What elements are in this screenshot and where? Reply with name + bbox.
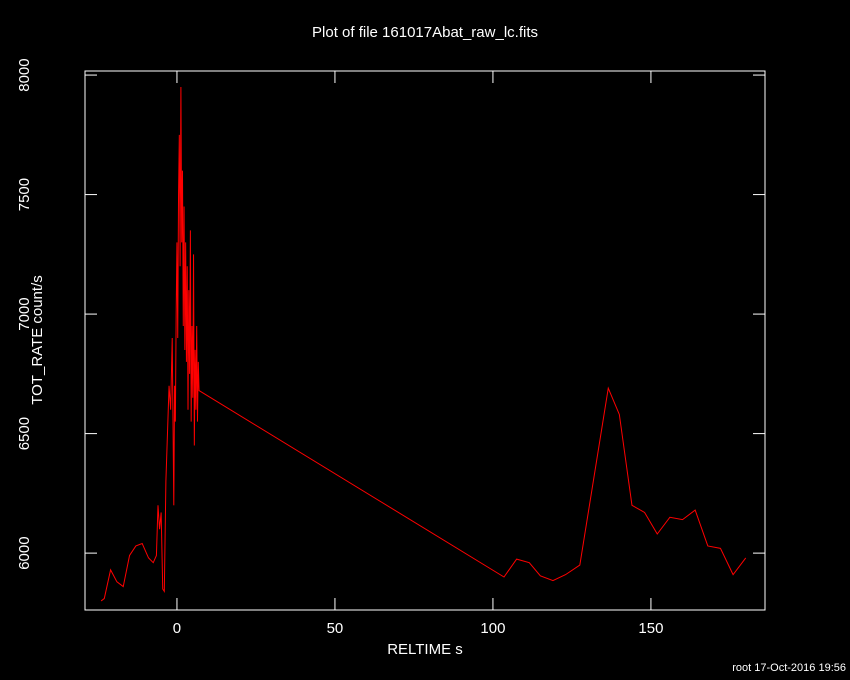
- x-axis-label: RELTIME s: [387, 641, 463, 658]
- y-tick-label: 7000: [16, 297, 33, 330]
- y-tick-label: 6000: [16, 536, 33, 569]
- x-tick-label: 0: [173, 620, 181, 637]
- footer: root 17-Oct-2016 19:56: [732, 662, 846, 674]
- chart-title: Plot of file 161017Abat_raw_lc.fits: [312, 24, 538, 41]
- light-curve: [100, 87, 747, 602]
- y-tick-label: 7500: [16, 178, 33, 211]
- y-tick-label: 8000: [16, 58, 33, 91]
- x-tick-label: 150: [638, 620, 663, 637]
- x-tick-label: 50: [327, 620, 344, 637]
- plot-frame: [84, 70, 766, 611]
- y-tick-label: 6500: [16, 417, 33, 450]
- x-tick-label: 100: [480, 620, 505, 637]
- y-axis-label: TOT_RATE count/s: [29, 275, 46, 405]
